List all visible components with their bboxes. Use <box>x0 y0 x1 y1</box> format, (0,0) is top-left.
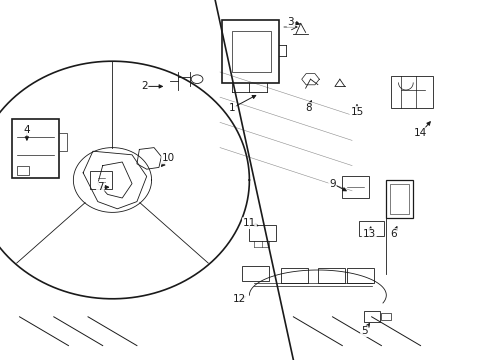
Bar <box>342 176 368 198</box>
Bar <box>346 268 373 283</box>
Bar <box>242 266 268 281</box>
Text: 13: 13 <box>362 229 375 239</box>
Circle shape <box>191 75 203 84</box>
Bar <box>59 133 67 151</box>
Text: 6: 6 <box>389 229 396 239</box>
Text: 11: 11 <box>242 218 256 228</box>
Bar <box>222 20 278 83</box>
Text: 4: 4 <box>23 125 30 135</box>
Bar <box>381 313 390 320</box>
Text: 7: 7 <box>97 182 103 192</box>
Bar <box>12 119 59 178</box>
Bar <box>390 76 432 108</box>
Bar <box>281 268 307 283</box>
Text: 12: 12 <box>232 294 246 304</box>
Text: 15: 15 <box>349 107 363 117</box>
Bar <box>359 221 383 236</box>
Text: 2: 2 <box>141 81 147 91</box>
Text: 10: 10 <box>162 153 175 163</box>
Bar <box>232 31 271 72</box>
Text: 14: 14 <box>413 128 427 138</box>
Bar <box>317 268 344 283</box>
Text: 9: 9 <box>328 179 335 189</box>
Bar <box>364 311 379 322</box>
Text: 8: 8 <box>304 103 311 113</box>
Bar <box>90 171 112 189</box>
Bar <box>386 180 412 218</box>
Bar <box>17 166 29 175</box>
Bar <box>389 184 408 214</box>
Text: 3: 3 <box>287 17 294 27</box>
Text: 1: 1 <box>228 103 235 113</box>
Bar <box>249 225 276 241</box>
Text: 5: 5 <box>360 326 367 336</box>
